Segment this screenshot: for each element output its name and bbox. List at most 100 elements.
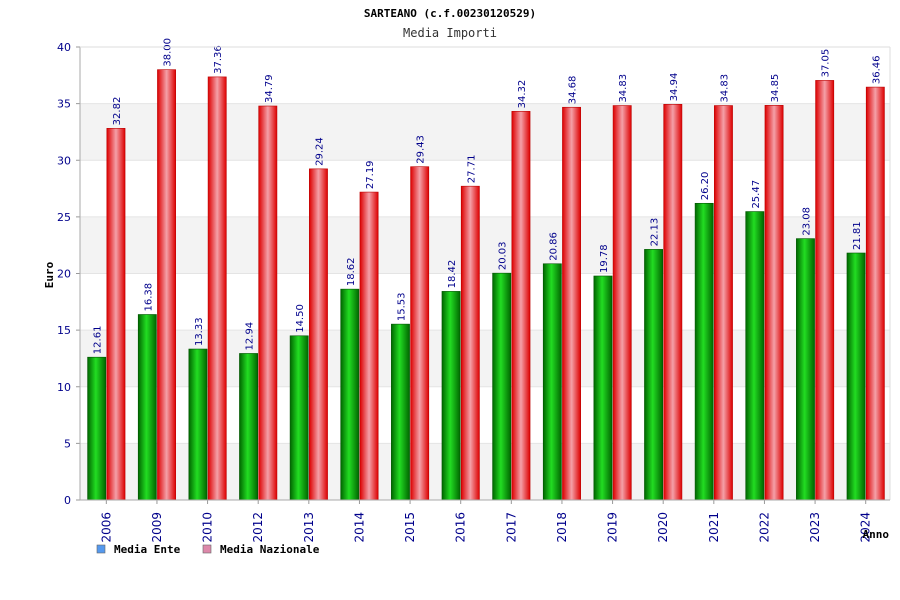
bars: [87, 69, 885, 501]
bar-media-nazionale: [410, 166, 430, 501]
y-axis-label: Euro: [43, 261, 56, 288]
x-tick-label: 2016: [454, 512, 468, 543]
data-label: 34.79: [264, 74, 275, 103]
legend-entry: Media Ente: [114, 543, 181, 556]
bar-media-ente: [289, 335, 309, 501]
bar-media-nazionale: [815, 80, 835, 501]
data-label: 34.68: [568, 76, 579, 105]
x-tick-label: 2009: [150, 512, 164, 543]
data-label: 21.81: [852, 221, 863, 250]
bar-media-nazionale: [511, 111, 531, 501]
bar-media-ente: [593, 275, 613, 501]
bar-media-nazionale: [207, 76, 227, 501]
bar-media-nazionale: [460, 185, 480, 501]
data-label: 34.85: [770, 74, 781, 103]
data-label: 18.62: [346, 257, 357, 286]
y-tick-label: 20: [57, 268, 71, 281]
data-label: 26.20: [700, 172, 711, 201]
data-label: 12.61: [93, 326, 104, 355]
bar-media-ente: [492, 272, 512, 501]
bar-media-nazionale: [258, 105, 278, 501]
x-axis: 2006 2009 2010 2012 2013 2014 2015 2016 2017 2018…: [80, 499, 890, 543]
bar-media-nazionale: [309, 168, 328, 501]
data-label: 34.83: [719, 74, 730, 103]
bar-media-ente: [87, 356, 107, 501]
bar-media-ente: [745, 211, 765, 501]
x-tick-label: 2023: [808, 512, 822, 543]
data-label: 22.13: [650, 218, 661, 247]
data-label: 12.94: [245, 322, 256, 351]
x-axis-label: Anno: [863, 528, 890, 541]
x-tick-label: 2024: [859, 512, 873, 543]
data-label: 27.71: [466, 155, 477, 184]
bar-media-ente: [391, 323, 410, 501]
data-label: 14.50: [295, 304, 306, 333]
bar-media-nazionale: [106, 128, 126, 501]
bar-media-ente: [188, 348, 208, 501]
data-label: 34.83: [618, 74, 629, 103]
bar-media-ente: [340, 288, 360, 501]
plot-band: [80, 47, 890, 104]
x-tick-label: 2018: [555, 512, 569, 543]
data-label: 38.00: [163, 38, 174, 67]
x-tick-label: 2015: [403, 512, 417, 543]
bar-media-nazionale: [764, 105, 784, 501]
y-tick-label: 35: [57, 98, 71, 111]
data-labels: 12.61 32.82 16.38 38.00 13.33 37.36 12.94 34.79…: [93, 38, 883, 354]
bar-media-ente: [644, 249, 663, 501]
x-tick-label: 2010: [201, 512, 215, 543]
data-label: 34.94: [669, 73, 680, 102]
bar-media-ente: [542, 263, 562, 501]
data-label: 18.42: [447, 260, 458, 289]
x-tick-label: 2012: [251, 512, 265, 543]
data-label: 23.08: [801, 207, 812, 236]
x-tick-label: 2022: [757, 512, 771, 543]
y-tick-label: 15: [57, 324, 71, 337]
y-axis: 0 5 10 15 20 25 30 35 40: [57, 41, 891, 507]
data-label: 36.46: [871, 55, 882, 84]
bar-media-ente: [694, 202, 714, 501]
y-tick-label: 5: [64, 437, 71, 450]
data-label: 37.05: [821, 49, 832, 78]
x-tick-label: 2021: [707, 512, 721, 543]
data-label: 13.33: [194, 317, 205, 346]
bar-media-ente: [441, 291, 461, 501]
x-tick-label: 2019: [606, 512, 620, 543]
bar-media-nazionale: [865, 86, 885, 501]
y-tick-label: 25: [57, 211, 71, 224]
x-tick-label: 2020: [656, 512, 670, 543]
data-label: 15.53: [396, 292, 407, 321]
x-tick-label: 2006: [99, 512, 113, 543]
data-label: 27.19: [365, 160, 376, 189]
data-label: 29.24: [314, 137, 325, 166]
chart-subtitle: Media Importi: [403, 26, 497, 40]
chart-title: SARTEANO (c.f.00230120529): [364, 7, 536, 20]
bar-media-ente: [846, 252, 866, 501]
data-label: 20.03: [498, 242, 509, 271]
data-label: 34.32: [517, 80, 528, 109]
legend-swatch: [96, 544, 106, 554]
bar-media-ente: [239, 353, 258, 501]
legend: Media Ente Media Nazionale: [96, 543, 320, 556]
data-label: 29.43: [416, 135, 427, 164]
y-tick-label: 10: [57, 381, 71, 394]
data-label: 25.47: [751, 180, 762, 209]
bar-media-nazionale: [612, 105, 632, 501]
y-tick-label: 30: [57, 154, 71, 167]
x-tick-label: 2017: [504, 512, 518, 543]
data-label: 19.78: [599, 244, 610, 273]
x-tick-label: 2013: [302, 512, 316, 543]
y-tick-label: 0: [64, 494, 71, 507]
bar-media-nazionale: [157, 69, 176, 501]
x-tick-label: 2014: [352, 512, 366, 543]
bar-media-nazionale: [714, 105, 733, 501]
legend-entry: Media Nazionale: [220, 543, 320, 556]
bar-media-nazionale: [359, 191, 379, 501]
bar-media-ente: [796, 238, 815, 501]
legend-swatch: [202, 544, 212, 554]
bar-media-nazionale: [562, 106, 581, 501]
bar-media-nazionale: [663, 104, 683, 501]
data-label: 32.82: [112, 97, 123, 126]
bar-media-ente: [137, 314, 157, 501]
